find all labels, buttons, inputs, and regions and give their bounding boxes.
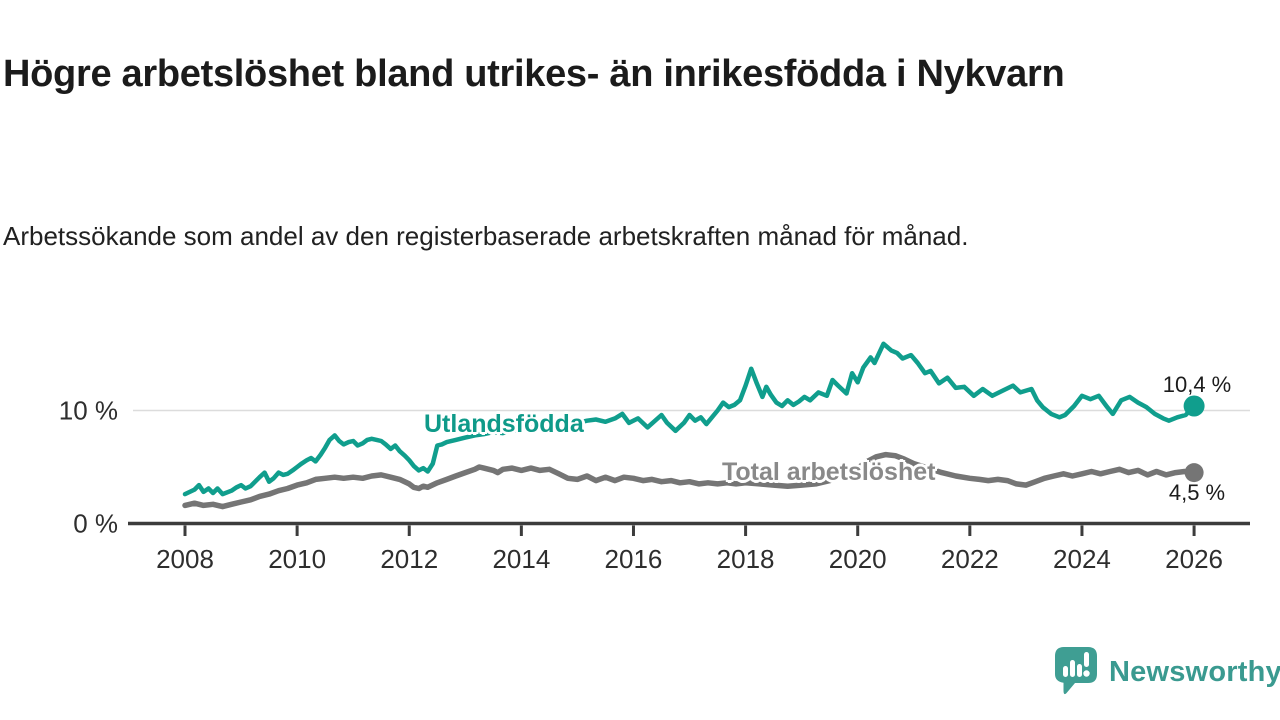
- x-tick-label: 2022: [941, 544, 999, 574]
- logo-bar-2: [1070, 660, 1075, 677]
- x-tick-label: 2024: [1053, 544, 1111, 574]
- y-tick-label: 10 %: [59, 396, 118, 426]
- newsworthy-bubble-chart-icon: [1055, 647, 1097, 695]
- series-end-dot-total: [1184, 463, 1204, 483]
- x-tick-label: 2008: [156, 544, 214, 574]
- y-axis-labels: 0 % 10 %: [59, 396, 118, 539]
- page-title: Högre arbetslöshet bland utrikes- än inr…: [3, 53, 1065, 96]
- x-tick-label: 2010: [268, 544, 326, 574]
- x-tick-label: 2026: [1165, 544, 1223, 574]
- end-value-label-utlandsfodda: 10,4 %: [1163, 372, 1232, 397]
- logo-exclamation-dot: [1083, 670, 1090, 677]
- series-line-utlandsfodda: [182, 341, 1197, 497]
- x-tick-label: 2016: [605, 544, 663, 574]
- x-tick-label: 2014: [492, 544, 550, 574]
- x-tick-label: 2020: [829, 544, 887, 574]
- chart-subtitle: Arbetssökande som andel av den registerb…: [3, 221, 969, 251]
- y-tick-label: 0 %: [73, 509, 118, 539]
- x-tick-label: 2012: [380, 544, 438, 574]
- series-line-total: [182, 451, 1197, 510]
- newsworthy-logo[interactable]: Newsworthy: [1054, 646, 1280, 698]
- series-end-dot-utlandsfodda: [1183, 395, 1205, 417]
- series-label-total: Total arbetslöshet: [722, 458, 936, 486]
- end-value-label-total: 4,5 %: [1169, 480, 1225, 505]
- series-label-utlandsfodda: Utlandsfödda: [424, 410, 584, 438]
- x-axis-ticks: 2008 2010 2012 2014 2016 2018 2020 2022 2024 2026: [156, 525, 1223, 574]
- logo-exclamation-bar: [1084, 652, 1089, 667]
- logo-bar-3: [1077, 664, 1082, 677]
- newsworthy-logo-text: Newsworthy: [1109, 655, 1280, 688]
- x-tick-label: 2018: [717, 544, 775, 574]
- logo-bar-1: [1063, 666, 1068, 677]
